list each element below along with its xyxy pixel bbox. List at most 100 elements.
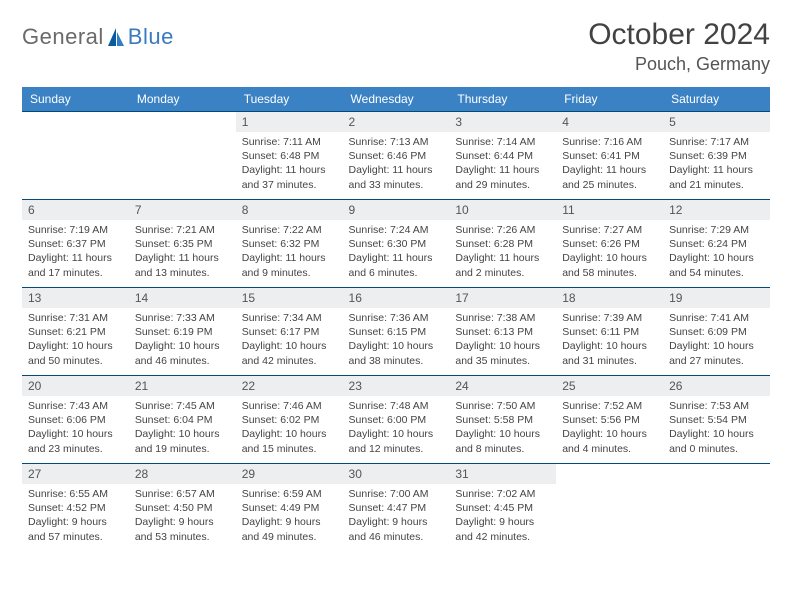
calendar-day-cell: 26Sunrise: 7:53 AMSunset: 5:54 PMDayligh… [663, 376, 770, 464]
day-info-line: and 35 minutes. [455, 354, 550, 368]
day-header: Friday [556, 87, 663, 112]
calendar-day-cell: 24Sunrise: 7:50 AMSunset: 5:58 PMDayligh… [449, 376, 556, 464]
calendar-day-cell: 2Sunrise: 7:13 AMSunset: 6:46 PMDaylight… [343, 112, 450, 200]
day-info-line: Sunrise: 7:31 AM [28, 311, 123, 325]
logo-text-blue: Blue [128, 24, 174, 50]
day-number: 29 [236, 464, 343, 484]
day-content: Sunrise: 7:33 AMSunset: 6:19 PMDaylight:… [129, 308, 236, 372]
calendar-day-cell: 22Sunrise: 7:46 AMSunset: 6:02 PMDayligh… [236, 376, 343, 464]
day-number: 12 [663, 200, 770, 220]
day-number: 11 [556, 200, 663, 220]
day-info-line: and 21 minutes. [669, 178, 764, 192]
day-content: Sunrise: 7:53 AMSunset: 5:54 PMDaylight:… [663, 396, 770, 460]
logo: General Blue [22, 18, 174, 50]
day-number: 3 [449, 112, 556, 132]
title-block: October 2024 Pouch, Germany [588, 18, 770, 75]
day-info-line: Daylight: 10 hours [669, 427, 764, 441]
day-info-line: Sunset: 6:30 PM [349, 237, 444, 251]
day-info-line: Sunrise: 7:38 AM [455, 311, 550, 325]
calendar-day-cell: 6Sunrise: 7:19 AMSunset: 6:37 PMDaylight… [22, 200, 129, 288]
day-info-line: Sunset: 4:49 PM [242, 501, 337, 515]
day-info-line: Sunset: 6:17 PM [242, 325, 337, 339]
day-number: 25 [556, 376, 663, 396]
calendar-week-row: 27Sunrise: 6:55 AMSunset: 4:52 PMDayligh… [22, 464, 770, 552]
day-number: 17 [449, 288, 556, 308]
day-info-line: Sunset: 6:35 PM [135, 237, 230, 251]
day-info-line: Daylight: 11 hours [562, 163, 657, 177]
day-info-line: Daylight: 10 hours [28, 339, 123, 353]
day-content: Sunrise: 7:14 AMSunset: 6:44 PMDaylight:… [449, 132, 556, 196]
calendar-empty-cell [556, 464, 663, 552]
day-info-line: Sunset: 6:19 PM [135, 325, 230, 339]
calendar-day-cell: 30Sunrise: 7:00 AMSunset: 4:47 PMDayligh… [343, 464, 450, 552]
logo-text-general: General [22, 24, 104, 50]
day-info-line: Sunset: 6:13 PM [455, 325, 550, 339]
day-info-line: and 37 minutes. [242, 178, 337, 192]
day-content: Sunrise: 7:27 AMSunset: 6:26 PMDaylight:… [556, 220, 663, 284]
day-info-line: Sunset: 6:04 PM [135, 413, 230, 427]
day-content: Sunrise: 7:24 AMSunset: 6:30 PMDaylight:… [343, 220, 450, 284]
day-content: Sunrise: 6:59 AMSunset: 4:49 PMDaylight:… [236, 484, 343, 548]
day-number: 26 [663, 376, 770, 396]
day-info-line: Sunset: 6:46 PM [349, 149, 444, 163]
calendar-week-row: 20Sunrise: 7:43 AMSunset: 6:06 PMDayligh… [22, 376, 770, 464]
day-info-line: Sunset: 6:09 PM [669, 325, 764, 339]
day-info-line: Daylight: 11 hours [455, 251, 550, 265]
day-info-line: and 12 minutes. [349, 442, 444, 456]
day-info-line: and 31 minutes. [562, 354, 657, 368]
day-info-line: and 25 minutes. [562, 178, 657, 192]
day-number: 18 [556, 288, 663, 308]
day-content: Sunrise: 7:52 AMSunset: 5:56 PMDaylight:… [556, 396, 663, 460]
day-info-line: Daylight: 10 hours [349, 339, 444, 353]
calendar-day-cell: 9Sunrise: 7:24 AMSunset: 6:30 PMDaylight… [343, 200, 450, 288]
day-content: Sunrise: 7:02 AMSunset: 4:45 PMDaylight:… [449, 484, 556, 548]
day-number: 4 [556, 112, 663, 132]
day-info-line: Daylight: 10 hours [455, 339, 550, 353]
day-info-line: and 23 minutes. [28, 442, 123, 456]
calendar-week-row: 6Sunrise: 7:19 AMSunset: 6:37 PMDaylight… [22, 200, 770, 288]
day-info-line: Daylight: 11 hours [242, 163, 337, 177]
day-number: 19 [663, 288, 770, 308]
location-label: Pouch, Germany [588, 54, 770, 75]
calendar-empty-cell [129, 112, 236, 200]
day-info-line: and 57 minutes. [28, 530, 123, 544]
day-info-line: Sunrise: 7:46 AM [242, 399, 337, 413]
day-info-line: Daylight: 10 hours [562, 339, 657, 353]
day-number: 10 [449, 200, 556, 220]
day-info-line: Sunrise: 7:14 AM [455, 135, 550, 149]
day-info-line: Sunrise: 7:13 AM [349, 135, 444, 149]
day-content: Sunrise: 7:26 AMSunset: 6:28 PMDaylight:… [449, 220, 556, 284]
day-number: 9 [343, 200, 450, 220]
day-content: Sunrise: 7:11 AMSunset: 6:48 PMDaylight:… [236, 132, 343, 196]
day-info-line: and 19 minutes. [135, 442, 230, 456]
day-info-line: Sunset: 6:28 PM [455, 237, 550, 251]
calendar-day-cell: 13Sunrise: 7:31 AMSunset: 6:21 PMDayligh… [22, 288, 129, 376]
day-content: Sunrise: 7:19 AMSunset: 6:37 PMDaylight:… [22, 220, 129, 284]
day-info-line: Sunrise: 7:19 AM [28, 223, 123, 237]
calendar-day-cell: 8Sunrise: 7:22 AMSunset: 6:32 PMDaylight… [236, 200, 343, 288]
day-info-line: Daylight: 10 hours [28, 427, 123, 441]
day-info-line: Sunset: 6:06 PM [28, 413, 123, 427]
day-info-line: and 15 minutes. [242, 442, 337, 456]
day-info-line: Sunrise: 7:52 AM [562, 399, 657, 413]
day-info-line: and 17 minutes. [28, 266, 123, 280]
day-info-line: and 42 minutes. [455, 530, 550, 544]
calendar-day-cell: 12Sunrise: 7:29 AMSunset: 6:24 PMDayligh… [663, 200, 770, 288]
day-info-line: Daylight: 11 hours [349, 251, 444, 265]
day-info-line: Sunset: 6:41 PM [562, 149, 657, 163]
day-info-line: Sunset: 6:48 PM [242, 149, 337, 163]
calendar-day-cell: 28Sunrise: 6:57 AMSunset: 4:50 PMDayligh… [129, 464, 236, 552]
day-header: Saturday [663, 87, 770, 112]
day-info-line: Sunrise: 7:17 AM [669, 135, 764, 149]
day-info-line: Sunset: 4:50 PM [135, 501, 230, 515]
day-info-line: and 46 minutes. [135, 354, 230, 368]
day-info-line: Sunset: 6:24 PM [669, 237, 764, 251]
day-info-line: and 2 minutes. [455, 266, 550, 280]
calendar-body: 1Sunrise: 7:11 AMSunset: 6:48 PMDaylight… [22, 112, 770, 552]
day-info-line: and 8 minutes. [455, 442, 550, 456]
calendar-day-cell: 1Sunrise: 7:11 AMSunset: 6:48 PMDaylight… [236, 112, 343, 200]
day-number: 1 [236, 112, 343, 132]
day-number: 7 [129, 200, 236, 220]
day-number: 13 [22, 288, 129, 308]
day-info-line: Daylight: 11 hours [669, 163, 764, 177]
